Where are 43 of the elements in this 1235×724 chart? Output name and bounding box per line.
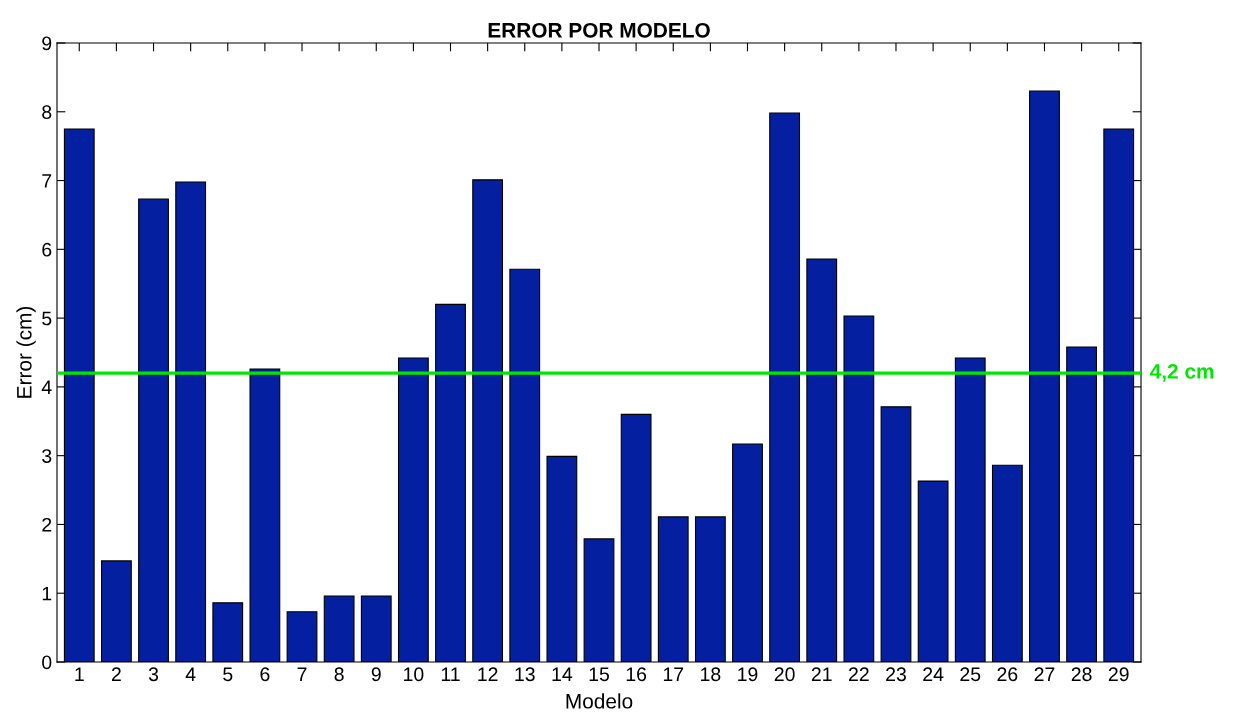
y-tick-label: 6 [42, 242, 52, 257]
y-tick-label: 0 [42, 655, 52, 670]
x-tick-label: 3 [148, 667, 159, 682]
x-tick-label: 17 [663, 667, 684, 681]
chart-title: ERROR POR MODELO [488, 22, 710, 38]
x-tick-label: 6 [260, 667, 270, 682]
x-tick-label: 14 [552, 667, 573, 681]
x-tick-label: 1 [75, 667, 84, 681]
x-tick-label: 21 [811, 667, 832, 681]
y-tick-label: 9 [42, 36, 52, 51]
ref-line-label: 4,2 cm [1149, 363, 1214, 382]
x-tick-label: 7 [297, 667, 307, 681]
x-tick-label: 5 [223, 667, 233, 682]
x-tick-label: 20 [774, 667, 795, 682]
y-axis-title: Error (cm) [16, 306, 36, 398]
x-tick-label: 26 [997, 667, 1018, 682]
y-tick-label: 2 [42, 517, 52, 532]
y-tick-label: 5 [42, 311, 52, 326]
x-tick-label: 12 [478, 667, 498, 681]
x-tick-label: 23 [886, 667, 906, 682]
x-tick-label: 8 [334, 667, 344, 682]
x-tick-label: 2 [111, 667, 121, 681]
x-tick-label: 9 [371, 667, 381, 682]
x-tick-label: 18 [701, 667, 721, 682]
x-tick-label: 16 [626, 667, 647, 682]
y-tick-label: 1 [42, 586, 52, 601]
x-tick-label: 11 [441, 667, 460, 681]
x-tick-label: 28 [1071, 667, 1092, 682]
x-tick-label: 4 [185, 667, 196, 681]
x-tick-label: 13 [515, 667, 535, 682]
x-tick-label: 22 [849, 667, 869, 681]
y-tick-label: 3 [42, 449, 52, 463]
x-tick-label: 25 [960, 667, 981, 682]
x-tick-label: 27 [1034, 667, 1055, 681]
x-tick-label: 29 [1108, 667, 1129, 682]
y-tick-label: 8 [42, 105, 52, 120]
x-axis-title: Modelo [566, 693, 633, 709]
y-tick-label: 7 [42, 174, 52, 188]
x-tick-label: 10 [404, 667, 424, 682]
x-tick-label: 19 [738, 667, 758, 682]
x-tick-label: 15 [589, 667, 609, 682]
y-tick-label: 4 [41, 380, 52, 394]
x-tick-label: 24 [923, 667, 944, 681]
